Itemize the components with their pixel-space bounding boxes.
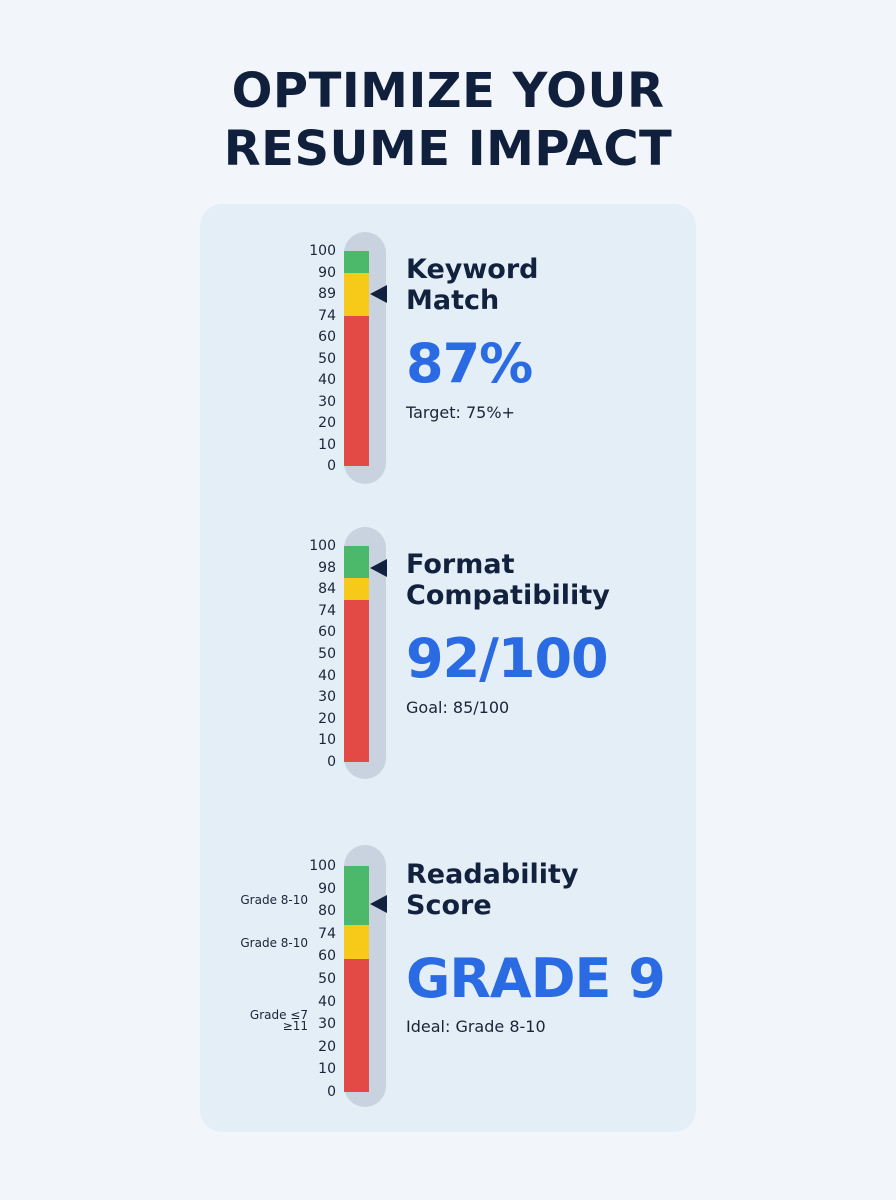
tick-label: 90: [318, 880, 336, 897]
tick-label: 50: [318, 971, 336, 987]
gauge-segment-yellow: [344, 924, 369, 959]
gauge-readability-score: Readability Score GRADE 9 Ideal: Grade 8…: [200, 845, 696, 1114]
grade-band-label: Grade 8-10: [240, 892, 308, 907]
tick-label: 90: [318, 264, 336, 281]
page-title: OPTIMIZE YOUR RESUME IMPACT: [0, 62, 896, 178]
metric-title-line-1: Readability: [406, 859, 579, 890]
tick-label: 30: [318, 689, 336, 706]
metric-target: Goal: 85/100: [406, 698, 510, 717]
tick-label: 20: [318, 1038, 336, 1055]
gauge-bar: [344, 251, 369, 466]
metric-title: Format Compatibility: [406, 549, 686, 611]
metrics-panel: Keyword Match 87% Target: 75%+ 100 90 89 74…: [200, 204, 696, 1132]
gauge-bar: [344, 546, 369, 762]
tick-label: 0: [327, 1084, 336, 1100]
metric-title-line-2: Score: [406, 890, 492, 921]
gauge-keyword-match: Keyword Match 87% Target: 75%+ 100 90 89 74…: [200, 232, 696, 494]
tick-label: 20: [318, 415, 336, 431]
grade-band-label: ≥11: [282, 1019, 308, 1034]
tick-label: 80: [318, 903, 336, 920]
metric-target: Target: 75%+: [406, 403, 515, 422]
tick-label: 89: [318, 286, 336, 302]
tick-label: 100: [309, 243, 336, 259]
tick-label: 10: [318, 732, 336, 749]
gauge-bar: [344, 866, 369, 1092]
metric-value: GRADE 9: [406, 947, 666, 1010]
tick-label: 60: [318, 948, 336, 965]
metric-title: Keyword Match: [406, 254, 686, 316]
metric-title-line-1: Keyword: [406, 254, 539, 285]
tick-label: 20: [318, 710, 336, 727]
tick-label: 0: [327, 458, 336, 474]
page-title-line-1: OPTIMIZE YOUR: [231, 63, 665, 119]
tick-label: 30: [318, 1016, 336, 1033]
tick-label: 40: [318, 993, 336, 1010]
metric-title-line-1: Format: [406, 549, 515, 580]
gauge-segment-green: [344, 866, 369, 925]
metric-target: Ideal: Grade 8-10: [406, 1017, 546, 1036]
tick-label: 60: [318, 624, 336, 641]
tick-label: 10: [318, 1061, 336, 1078]
tick-label: 74: [318, 307, 336, 324]
tick-label: 0: [327, 754, 336, 770]
current-value-marker-icon: [370, 558, 387, 577]
gauge-segment-red: [344, 315, 369, 466]
metric-title-line-2: Match: [406, 285, 500, 316]
grade-band-label: Grade 8-10: [240, 935, 308, 950]
tick-label: 100: [309, 858, 336, 874]
tick-label: 74: [318, 925, 336, 942]
tick-label: 40: [318, 372, 336, 388]
metric-value: 92/100: [406, 627, 609, 690]
gauge-segment-red: [344, 600, 369, 762]
gauge-format-compatibility: Format Compatibility 92/100 Goal: 85/100…: [200, 527, 696, 789]
current-value-marker-icon: [370, 895, 387, 914]
gauge-segment-green: [344, 546, 369, 579]
metric-title-line-2: Compatibility: [406, 580, 610, 611]
gauge-segment-yellow: [344, 272, 369, 316]
metric-value: 87%: [406, 332, 533, 395]
tick-label: 50: [318, 350, 336, 367]
gauge-segment-green: [344, 251, 369, 273]
tick-label: 60: [318, 329, 336, 345]
tick-label: 98: [318, 559, 336, 576]
gauge-segment-red: [344, 958, 369, 1092]
current-value-marker-icon: [370, 285, 387, 303]
tick-label: 100: [309, 538, 336, 554]
tick-label: 10: [318, 436, 336, 453]
tick-label: 30: [318, 393, 336, 410]
tick-label: 74: [318, 602, 336, 619]
tick-label: 40: [318, 667, 336, 684]
tick-label: 50: [318, 646, 336, 662]
gauge-segment-yellow: [344, 578, 369, 600]
tick-label: 84: [318, 581, 336, 598]
page-title-line-2: RESUME IMPACT: [223, 121, 673, 177]
grade-band-label: Grade ≤7: [249, 1008, 308, 1023]
metric-title: Readability Score: [406, 859, 686, 921]
